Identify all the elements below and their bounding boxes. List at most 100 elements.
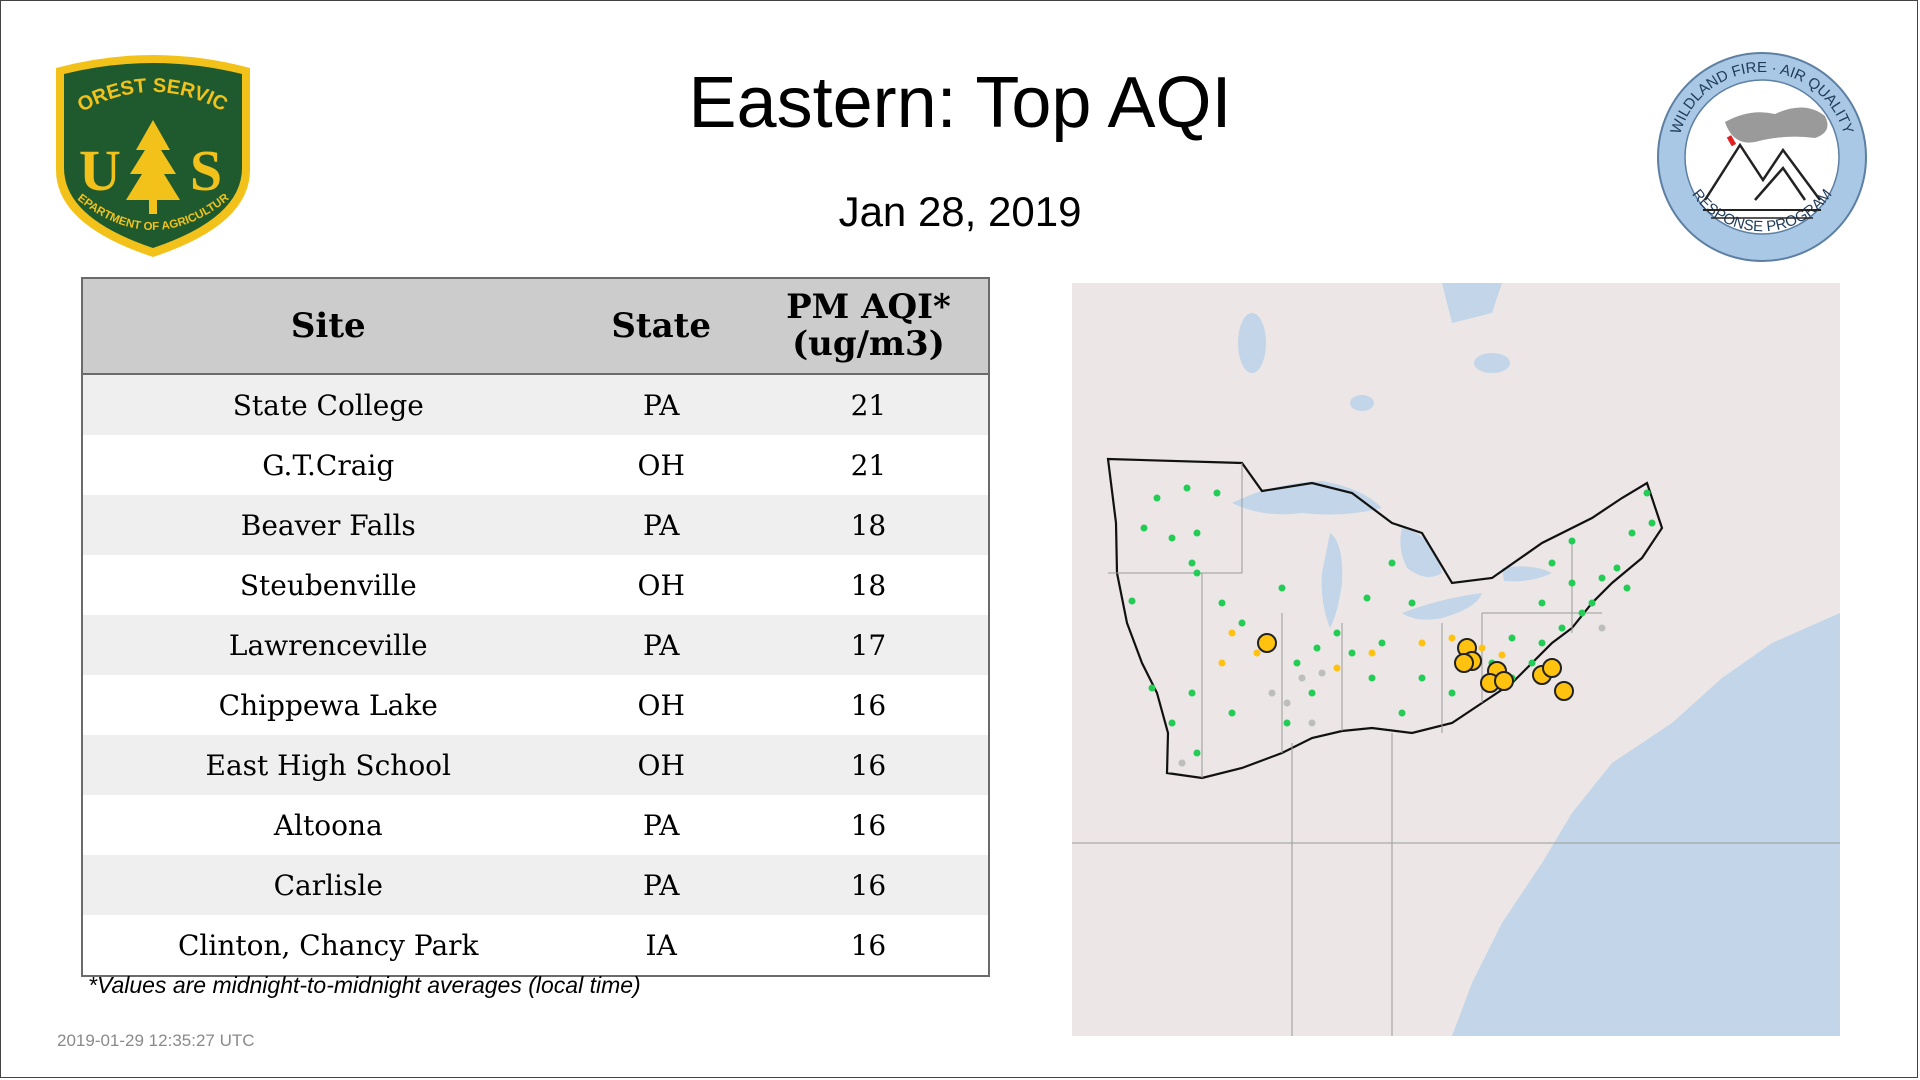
logo-letter-s: S [190, 138, 222, 203]
good-marker [1448, 689, 1456, 697]
cell-aqi: 16 [748, 795, 989, 855]
good-marker [1308, 689, 1316, 697]
flame-icon [1726, 135, 1737, 147]
cell-state: PA [573, 495, 749, 555]
good-marker [1168, 719, 1176, 727]
good-marker [1548, 559, 1556, 567]
cell-aqi: 16 [748, 915, 989, 976]
aqi-table: Site State PM AQI* (ug/m3) State College… [81, 277, 990, 977]
forest-service-logo: FOREST SERVICE U S DEPARTMENT OF AGRICUL… [48, 50, 250, 257]
moderate-marker [1368, 649, 1376, 657]
mountains-icon [1703, 142, 1822, 201]
good-marker [1183, 484, 1191, 492]
good-marker [1368, 674, 1376, 682]
good-marker [1578, 609, 1586, 617]
cell-aqi: 16 [748, 735, 989, 795]
good-marker [1293, 659, 1301, 667]
cell-state: PA [573, 795, 749, 855]
smoke-icon [1725, 107, 1828, 143]
header-aqi-line2: (ug/m3) [792, 324, 945, 364]
good-marker [1188, 559, 1196, 567]
pine-tree-icon [126, 120, 180, 214]
cell-site: Steubenville [82, 555, 574, 615]
lake-ontario [1502, 566, 1552, 582]
no-data-marker [1268, 689, 1276, 697]
header-aqi: PM AQI* (ug/m3) [748, 278, 989, 375]
table-row: Steubenville OH 18 [82, 555, 989, 615]
table-row: Chippewa Lake OH 16 [82, 675, 989, 735]
table-row: Clinton, Chancy Park IA 16 [82, 915, 989, 976]
table-row: Beaver Falls PA 18 [82, 495, 989, 555]
moderate-marker [1218, 659, 1226, 667]
timestamp: 2019-01-29 12:35:27 UTC [57, 1031, 255, 1050]
good-marker [1528, 659, 1536, 667]
cell-state: OH [573, 735, 749, 795]
good-marker [1193, 529, 1201, 537]
good-marker [1193, 749, 1201, 757]
good-marker [1623, 584, 1631, 592]
header-state: State [573, 278, 749, 375]
header-site: Site [82, 278, 574, 375]
good-marker [1568, 579, 1576, 587]
good-marker [1588, 599, 1596, 607]
good-marker [1628, 529, 1636, 537]
cell-state: OH [573, 675, 749, 735]
good-marker [1128, 597, 1136, 605]
top-site-marker [1494, 671, 1514, 691]
good-marker [1140, 524, 1148, 532]
cell-site: G.T.Craig [82, 435, 574, 495]
top-site-marker [1554, 681, 1574, 701]
moderate-marker [1498, 651, 1506, 659]
cell-site: Altoona [82, 795, 574, 855]
cell-aqi: 21 [748, 435, 989, 495]
good-marker [1283, 719, 1291, 727]
lake-huron [1400, 528, 1442, 577]
table-row: Lawrenceville PA 17 [82, 615, 989, 675]
cell-site: Carlisle [82, 855, 574, 915]
moderate-marker [1333, 664, 1341, 672]
good-marker [1348, 649, 1356, 657]
table-header-row: Site State PM AQI* (ug/m3) [82, 278, 989, 375]
no-data-marker [1283, 699, 1291, 707]
moderate-markers [1218, 629, 1506, 672]
table-row: Carlisle PA 16 [82, 855, 989, 915]
cell-state: OH [573, 555, 749, 615]
ocean [1452, 613, 1840, 1036]
monitor-markers [1128, 484, 1656, 767]
table-row: State College PA 21 [82, 374, 989, 435]
cell-aqi: 16 [748, 675, 989, 735]
table-row: G.T.Craig OH 21 [82, 435, 989, 495]
good-marker [1213, 489, 1221, 497]
good-marker [1363, 594, 1371, 602]
cell-site: Lawrenceville [82, 615, 574, 675]
good-marker [1168, 534, 1176, 542]
air-quality-map [1072, 283, 1840, 1036]
lake-michigan [1321, 533, 1343, 628]
good-marker [1333, 629, 1341, 637]
table-row: East High School OH 16 [82, 735, 989, 795]
page-date: Jan 28, 2019 [838, 188, 1082, 235]
cell-state: PA [573, 615, 749, 675]
cell-site: Clinton, Chancy Park [82, 915, 574, 976]
cell-state: IA [573, 915, 749, 976]
moderate-marker [1448, 634, 1456, 642]
top-site-markers [1257, 633, 1574, 701]
no-data-marker [1308, 719, 1316, 727]
good-marker [1218, 599, 1226, 607]
moderate-marker [1228, 629, 1236, 637]
cell-aqi: 18 [748, 555, 989, 615]
good-marker [1148, 684, 1156, 692]
good-marker [1388, 559, 1396, 567]
good-marker [1643, 489, 1651, 497]
moderate-marker [1478, 644, 1486, 652]
good-marker [1558, 624, 1566, 632]
moderate-marker [1253, 649, 1261, 657]
cell-aqi: 16 [748, 855, 989, 915]
cell-site: Beaver Falls [82, 495, 574, 555]
good-marker [1378, 639, 1386, 647]
good-marker [1538, 639, 1546, 647]
cell-aqi: 21 [748, 374, 989, 435]
good-marker [1398, 709, 1406, 717]
cell-aqi: 17 [748, 615, 989, 675]
